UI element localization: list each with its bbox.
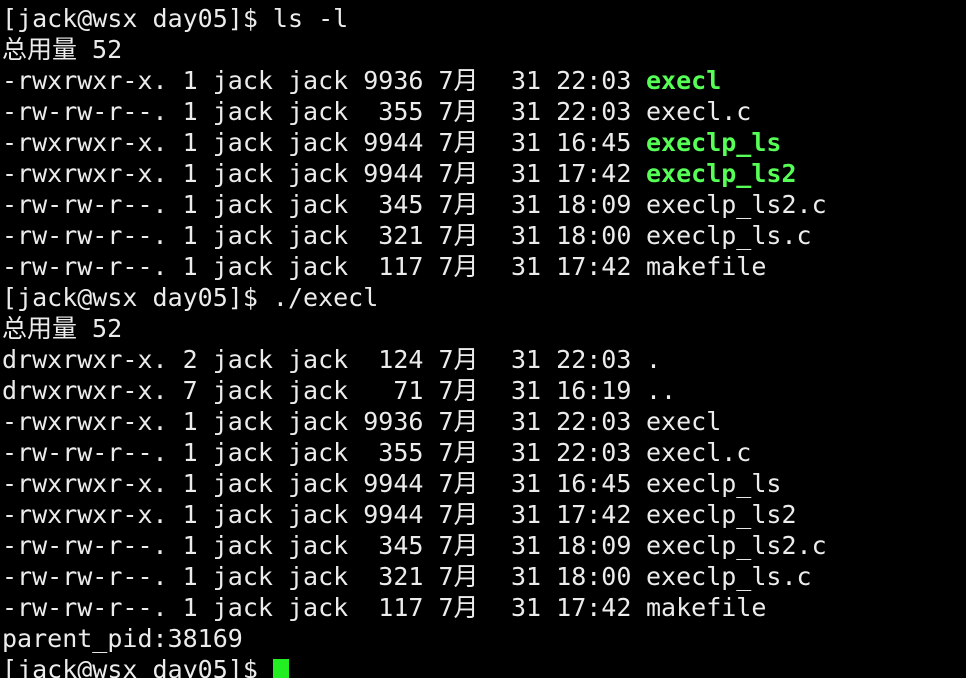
file-name: execlp_ls [646, 469, 782, 498]
file-time: 31 17:42 [511, 159, 632, 188]
file-name: execlp_ls2 [646, 159, 797, 188]
file-time: 31 18:00 [511, 562, 632, 591]
file-info: -rw-rw-r--. 1 jack jack 117 7月 [2, 593, 479, 622]
file-time: 31 22:03 [511, 66, 632, 95]
file-info: -rw-rw-r--. 1 jack jack 355 7月 [2, 438, 479, 467]
terminal-line: -rw-rw-r--. 1 jack jack 355 7月 31 22:03 ex… [2, 96, 962, 127]
file-info: -rw-rw-r--. 1 jack jack 321 7月 [2, 562, 479, 591]
file-info: -rw-rw-r--. 1 jack jack 321 7月 [2, 221, 479, 250]
line-text: [jack@wsx day05]$ ls -l [2, 4, 349, 33]
cursor [272, 659, 289, 678]
terminal-line: -rwxrwxr-x. 1 jack jack 9944 7月 31 16:45 e… [2, 468, 962, 499]
file-time: 31 22:03 [511, 345, 632, 374]
file-info: -rwxrwxr-x. 1 jack jack 9936 7月 [2, 407, 479, 436]
file-info: -rw-rw-r--. 1 jack jack 355 7月 [2, 97, 479, 126]
terminal-line: -rw-rw-r--. 1 jack jack 345 7月 31 18:09 ex… [2, 189, 962, 220]
file-name: execlp_ls2.c [646, 190, 827, 219]
file-name: .. [646, 376, 677, 405]
terminal-line: -rwxrwxr-x. 1 jack jack 9944 7月 31 16:45 e… [2, 127, 962, 158]
file-name: execlp_ls [646, 128, 782, 157]
file-time: 31 22:03 [511, 407, 632, 436]
line-text: 总用量 52 [2, 314, 123, 343]
file-time: 31 17:42 [511, 593, 632, 622]
file-info: -rwxrwxr-x. 1 jack jack 9944 7月 [2, 128, 479, 157]
file-time: 31 18:09 [511, 531, 632, 560]
file-info: -rwxrwxr-x. 1 jack jack 9944 7月 [2, 159, 479, 188]
file-name: makefile [646, 252, 767, 281]
file-name: execl.c [646, 97, 752, 126]
terminal-line: -rwxrwxr-x. 1 jack jack 9944 7月 31 17:42 e… [2, 158, 962, 189]
terminal-line: [jack@wsx day05]$ [2, 654, 962, 678]
terminal-line: [jack@wsx day05]$ ./execl [2, 282, 962, 313]
file-name: makefile [646, 593, 767, 622]
file-info: -rw-rw-r--. 1 jack jack 345 7月 [2, 190, 479, 219]
file-info: -rwxrwxr-x. 1 jack jack 9936 7月 [2, 66, 479, 95]
terminal-line: 总用量 52 [2, 34, 962, 65]
file-name: execl.c [646, 438, 752, 467]
terminal-line: parent_pid:38169 [2, 623, 962, 654]
file-info: -rw-rw-r--. 1 jack jack 117 7月 [2, 252, 479, 281]
file-time: 31 22:03 [511, 438, 632, 467]
file-name: . [646, 345, 662, 374]
file-name: execlp_ls2.c [646, 531, 827, 560]
line-text: [jack@wsx day05]$ ./execl [2, 283, 379, 312]
file-time: 31 17:42 [511, 252, 632, 281]
file-info: -rwxrwxr-x. 1 jack jack 9944 7月 [2, 500, 479, 529]
terminal-line: -rw-rw-r--. 1 jack jack 321 7月 31 18:00 ex… [2, 220, 962, 251]
terminal-line: -rw-rw-r--. 1 jack jack 355 7月 31 22:03 ex… [2, 437, 962, 468]
line-text: [jack@wsx day05]$ [2, 655, 273, 678]
file-time: 31 22:03 [511, 97, 632, 126]
file-name: execl [646, 407, 722, 436]
line-text: parent_pid:38169 [2, 624, 243, 653]
terminal-line: -rwxrwxr-x. 1 jack jack 9944 7月 31 17:42 e… [2, 499, 962, 530]
terminal-line: -rw-rw-r--. 1 jack jack 345 7月 31 18:09 ex… [2, 530, 962, 561]
file-time: 31 16:45 [511, 128, 632, 157]
line-text: 总用量 52 [2, 35, 123, 64]
terminal-line: -rw-rw-r--. 1 jack jack 117 7月 31 17:42 ma… [2, 592, 962, 623]
terminal-line: -rwxrwxr-x. 1 jack jack 9936 7月 31 22:03 e… [2, 65, 962, 96]
terminal-line: drwxrwxr-x. 2 jack jack 124 7月 31 22:03. [2, 344, 962, 375]
terminal-line: 总用量 52 [2, 313, 962, 344]
file-time: 31 17:42 [511, 500, 632, 529]
file-info: -rwxrwxr-x. 1 jack jack 9944 7月 [2, 469, 479, 498]
file-name: execlp_ls.c [646, 562, 812, 591]
file-name: execlp_ls.c [646, 221, 812, 250]
terminal-line: -rw-rw-r--. 1 jack jack 117 7月 31 17:42 ma… [2, 251, 962, 282]
file-time: 31 16:45 [511, 469, 632, 498]
file-info: drwxrwxr-x. 7 jack jack 71 7月 [2, 376, 479, 405]
terminal-line: -rw-rw-r--. 1 jack jack 321 7月 31 18:00 ex… [2, 561, 962, 592]
file-name: execl [646, 66, 722, 95]
file-time: 31 16:19 [511, 376, 632, 405]
file-time: 31 18:09 [511, 190, 632, 219]
terminal-line: -rwxrwxr-x. 1 jack jack 9936 7月 31 22:03 e… [2, 406, 962, 437]
file-info: drwxrwxr-x. 2 jack jack 124 7月 [2, 345, 479, 374]
terminal-line: drwxrwxr-x. 7 jack jack 71 7月 31 16:19.. [2, 375, 962, 406]
file-info: -rw-rw-r--. 1 jack jack 345 7月 [2, 531, 479, 560]
terminal-line: [jack@wsx day05]$ ls -l [2, 3, 962, 34]
file-name: execlp_ls2 [646, 500, 797, 529]
file-time: 31 18:00 [511, 221, 632, 250]
